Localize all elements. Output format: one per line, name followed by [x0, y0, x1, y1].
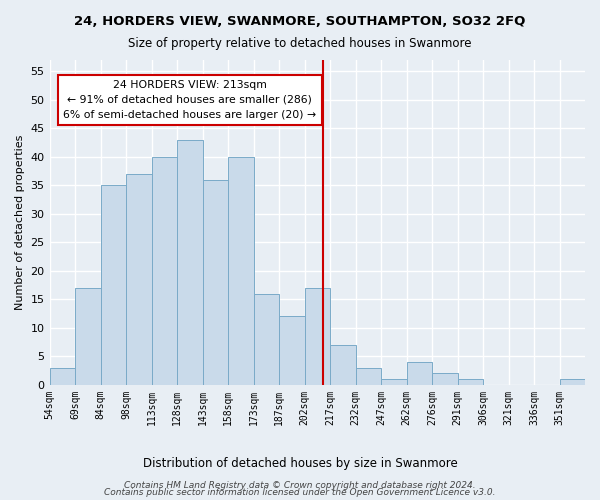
Text: 24 HORDERS VIEW: 213sqm
← 91% of detached houses are smaller (286)
6% of semi-de: 24 HORDERS VIEW: 213sqm ← 91% of detache… [63, 80, 316, 120]
Bar [75, 288, 101, 385]
Bar [432, 374, 458, 385]
Text: Size of property relative to detached houses in Swanmore: Size of property relative to detached ho… [128, 38, 472, 51]
Bar [560, 379, 585, 385]
Bar [381, 379, 407, 385]
Bar [177, 140, 203, 385]
Bar [152, 157, 177, 385]
Bar [356, 368, 381, 385]
Bar [458, 379, 483, 385]
Bar [330, 345, 356, 385]
Bar [279, 316, 305, 385]
Text: Contains HM Land Registry data © Crown copyright and database right 2024.: Contains HM Land Registry data © Crown c… [124, 480, 476, 490]
Text: Distribution of detached houses by size in Swanmore: Distribution of detached houses by size … [143, 458, 457, 470]
Y-axis label: Number of detached properties: Number of detached properties [15, 135, 25, 310]
Bar [126, 174, 152, 385]
Bar [407, 362, 432, 385]
Bar [228, 157, 254, 385]
Bar [254, 294, 279, 385]
Text: Contains public sector information licensed under the Open Government Licence v3: Contains public sector information licen… [104, 488, 496, 497]
Bar [50, 368, 75, 385]
Text: 24, HORDERS VIEW, SWANMORE, SOUTHAMPTON, SO32 2FQ: 24, HORDERS VIEW, SWANMORE, SOUTHAMPTON,… [74, 15, 526, 28]
Bar [203, 180, 228, 385]
Bar [305, 288, 330, 385]
Bar [101, 186, 126, 385]
